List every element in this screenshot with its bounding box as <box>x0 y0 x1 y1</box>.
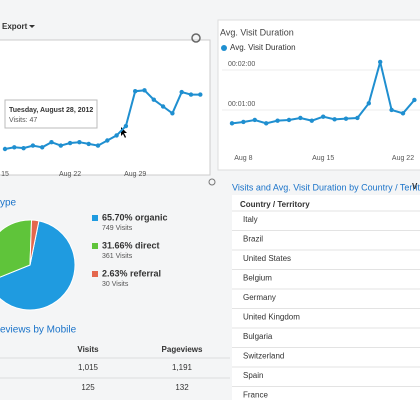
point <box>298 115 303 121</box>
country-name: Spain <box>243 371 263 380</box>
table-cell: 1,191 <box>172 363 193 372</box>
country-name: France <box>243 391 268 400</box>
legend-swatch <box>92 243 98 249</box>
point <box>133 89 138 94</box>
table-cell: 1,015 <box>78 363 99 372</box>
legend-label: 2.63% referral <box>102 268 161 278</box>
point <box>389 107 394 113</box>
dropdown-arrow[interactable] <box>29 25 35 28</box>
x-tick-label: Aug 22 <box>59 171 81 178</box>
point <box>58 143 63 148</box>
column-header: Visits <box>77 345 99 354</box>
point <box>151 97 156 102</box>
country-name: Italy <box>243 215 258 224</box>
point <box>12 145 17 150</box>
point <box>229 121 235 126</box>
point <box>355 115 360 121</box>
point <box>40 145 45 150</box>
point <box>412 97 417 103</box>
export-button[interactable]: Export <box>2 22 28 31</box>
y-tick-label: 00:02:00 <box>228 61 255 68</box>
legend-label: 65.70% organic <box>102 212 168 222</box>
x-tick-label: Aug 15 <box>312 155 334 162</box>
country-name: United States <box>243 254 291 263</box>
country-title: Visits and Avg. Visit Duration by Countr… <box>232 182 420 192</box>
point <box>2 146 8 152</box>
pie-slice <box>0 220 76 311</box>
point <box>286 117 292 123</box>
country-name: Bulgaria <box>243 332 273 341</box>
duration-legend: Avg. Visit Duration <box>230 43 296 52</box>
mobile-title: eviews by Mobile <box>0 325 77 336</box>
column-header: Country / Territory <box>240 200 310 209</box>
point <box>67 140 73 146</box>
line <box>4 89 201 150</box>
point <box>77 140 82 145</box>
pie-slice <box>29 219 40 266</box>
point <box>275 118 280 123</box>
point <box>123 123 129 129</box>
point <box>30 143 36 148</box>
settings-icon[interactable] <box>208 178 216 186</box>
point <box>321 114 326 119</box>
column-header: V <box>412 182 418 191</box>
point <box>252 117 257 123</box>
legend-visits: 749 Visits <box>102 225 133 232</box>
point <box>332 117 337 122</box>
point <box>49 140 54 145</box>
point <box>400 111 406 116</box>
point <box>21 145 26 151</box>
tooltip-date: Tuesday, August 28, 2012 <box>9 107 93 114</box>
tooltip-value: Visits: 47 <box>9 117 37 124</box>
country-name: United Kingdom <box>243 313 300 322</box>
x-tick-label: Aug 29 <box>124 171 146 178</box>
duration-title: Avg. Visit Duration <box>220 27 294 37</box>
point <box>179 89 184 95</box>
point <box>309 118 314 123</box>
point <box>188 92 194 97</box>
point <box>378 59 383 65</box>
legend-dot <box>221 45 227 51</box>
point <box>343 116 349 121</box>
point <box>170 111 175 116</box>
pie-title: ype <box>0 198 17 209</box>
country-name: Belgium <box>243 274 272 283</box>
x-tick-label: Aug 8 <box>234 155 252 162</box>
x-tick-label: 15 <box>1 171 9 178</box>
point <box>241 119 246 125</box>
point <box>95 143 101 148</box>
point <box>198 92 203 97</box>
table-cell: 132 <box>175 383 189 392</box>
x-tick-label: Aug 22 <box>392 155 414 162</box>
pie-slice <box>0 219 33 278</box>
point <box>366 101 371 106</box>
country-table <box>232 195 420 400</box>
country-name: Brazil <box>243 235 263 244</box>
tooltip <box>4 99 98 129</box>
point <box>114 133 119 138</box>
legend-swatch <box>92 271 98 277</box>
point <box>86 141 91 147</box>
table-cell: 125 <box>81 383 95 392</box>
point <box>264 121 269 126</box>
legend-visits: 30 Visits <box>102 281 129 288</box>
legend-swatch <box>92 215 98 221</box>
legend-visits: 361 Visits <box>102 253 133 260</box>
point <box>105 138 110 143</box>
duration-panel <box>217 19 420 171</box>
legend-label: 31.66% direct <box>102 240 160 250</box>
point <box>142 88 147 93</box>
column-header: Pageviews <box>162 345 203 354</box>
country-name: Switzerland <box>243 352 284 361</box>
country-name: Germany <box>243 293 276 302</box>
point <box>160 104 166 109</box>
y-tick-label: 00:01:00 <box>228 101 255 108</box>
settings-icon[interactable] <box>191 33 201 43</box>
